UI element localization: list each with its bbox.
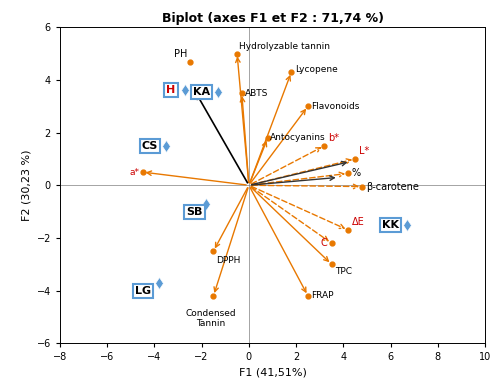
Text: CS: CS — [142, 141, 158, 151]
Text: H: H — [166, 85, 175, 96]
Y-axis label: F2 (30,23 %): F2 (30,23 %) — [21, 149, 31, 221]
Text: %: % — [352, 168, 360, 178]
Text: C: C — [320, 238, 327, 248]
Text: Lycopene: Lycopene — [295, 65, 338, 74]
Text: KA: KA — [193, 87, 210, 97]
Text: FRAP: FRAP — [312, 291, 334, 300]
Text: PH: PH — [174, 49, 188, 59]
Text: SB: SB — [186, 207, 203, 216]
Text: KK: KK — [382, 220, 399, 230]
Text: L*: L* — [358, 146, 369, 156]
Text: Antocyanins: Antocyanins — [270, 133, 326, 142]
Text: Flavonoids: Flavonoids — [312, 102, 360, 111]
Text: Hydrolyzable tannin: Hydrolyzable tannin — [240, 42, 330, 51]
Title: Biplot (axes F1 et F2 : 71,74 %): Biplot (axes F1 et F2 : 71,74 %) — [162, 12, 384, 25]
Text: β-carotene: β-carotene — [366, 182, 418, 191]
Text: Condensed
Tannin: Condensed Tannin — [186, 309, 236, 328]
Text: ABTS: ABTS — [246, 89, 268, 98]
Text: a*: a* — [129, 168, 139, 177]
Text: b*: b* — [328, 133, 339, 143]
Text: DPPH: DPPH — [216, 256, 240, 265]
Text: ΔE: ΔE — [352, 217, 364, 227]
Text: LG: LG — [134, 285, 150, 296]
Text: TPC: TPC — [335, 267, 352, 276]
X-axis label: F1 (41,51%): F1 (41,51%) — [238, 368, 306, 378]
